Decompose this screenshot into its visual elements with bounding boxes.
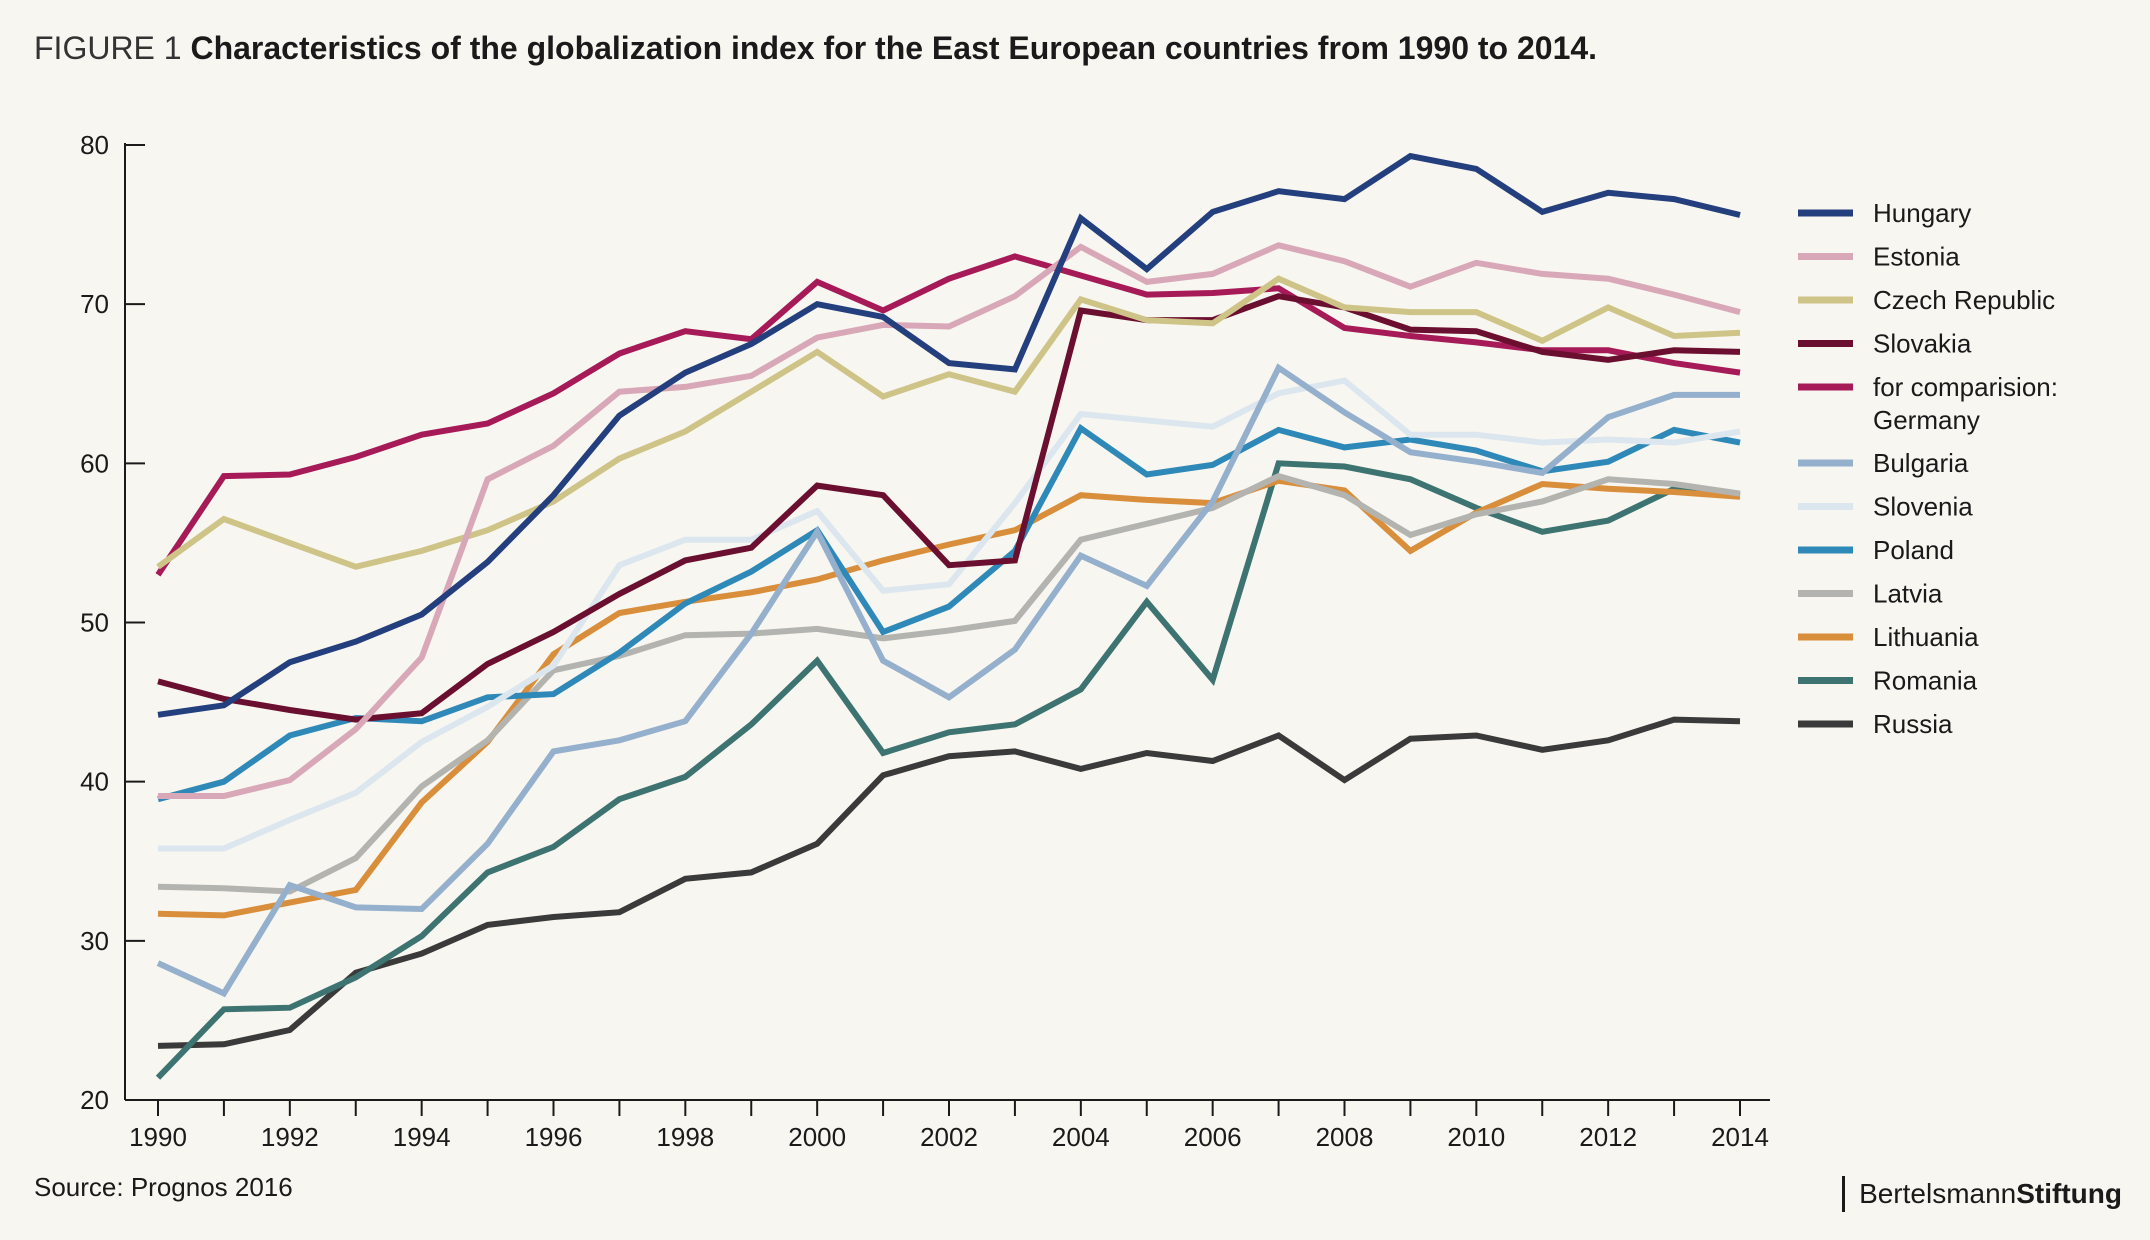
brand-part-1: Bertelsmann (1859, 1178, 2017, 1209)
legend-label-latvia: Latvia (1873, 579, 1943, 609)
series-lines (155, 152, 1741, 1080)
x-tick-label-2010: 2010 (1447, 1122, 1505, 1152)
legend-label-romania: Romania (1873, 666, 1978, 696)
x-tick-label-2004: 2004 (1052, 1122, 1110, 1152)
y-tick-label-80: 80 (80, 130, 109, 160)
x-tick-label-2006: 2006 (1184, 1122, 1242, 1152)
legend-label-slovakia: Slovakia (1873, 329, 1972, 359)
x-tick-label-2000: 2000 (788, 1122, 846, 1152)
series-line-for-comparision-germany (155, 253, 1741, 577)
series-line-czech-republic (156, 275, 1741, 570)
brand-logo: BertelsmannStiftung (1842, 1176, 2122, 1212)
title-text: Characteristics of the globalization ind… (190, 30, 1598, 66)
series-line-romania (155, 460, 1741, 1080)
legend-label-bulgaria: Bulgaria (1873, 448, 1969, 478)
series-line-hungary (157, 152, 1741, 718)
series-line-russia (157, 716, 1741, 1049)
x-tick-label-2014: 2014 (1711, 1122, 1769, 1152)
x-tick-label-1994: 1994 (393, 1122, 451, 1152)
x-tick-label-1990: 1990 (129, 1122, 187, 1152)
series-line-estonia (158, 242, 1741, 799)
series-line-bulgaria (156, 363, 1740, 998)
legend-label-for-comparision-germany-2: Germany (1873, 405, 1980, 435)
legend-label-lithuania: Lithuania (1873, 622, 1979, 652)
legend-label-russia: Russia (1873, 709, 1953, 739)
x-tick-label-1996: 1996 (525, 1122, 583, 1152)
y-tick-label-50: 50 (80, 608, 109, 638)
y-tick-label-60: 60 (80, 448, 109, 478)
y-tick-label-70: 70 (80, 289, 109, 319)
x-tick-label-1992: 1992 (261, 1122, 319, 1152)
axes: 20 30 40 50 60 70 80 1990 1992 1994 1996 1998 2000 20… (80, 130, 1770, 1152)
x-tick-label-2008: 2008 (1316, 1122, 1374, 1152)
chart-title: FIGURE 1 Characteristics of the globaliz… (34, 28, 1597, 68)
brand-part-2: Stiftung (2016, 1178, 2122, 1209)
x-tick-label-2012: 2012 (1579, 1122, 1637, 1152)
figure-label: FIGURE 1 (34, 30, 182, 66)
series-line-latvia (157, 472, 1741, 895)
legend: Hungary Estonia Czech Republic Slovakia for … (1798, 198, 2058, 739)
y-tick-label-30: 30 (80, 926, 109, 956)
source-note: Source: Prognos 2016 (34, 1172, 293, 1202)
legend-label-hungary: Hungary (1873, 198, 1971, 228)
series-line-poland (157, 423, 1741, 803)
legend-label-estonia: Estonia (1873, 242, 1960, 272)
legend-label-slovenia: Slovenia (1873, 492, 1973, 522)
y-tick-label-40: 40 (80, 767, 109, 797)
legend-label-czech-republic: Czech Republic (1873, 285, 2055, 315)
series-line-slovakia (157, 293, 1741, 723)
x-tick-label-2002: 2002 (920, 1122, 978, 1152)
legend-label-poland: Poland (1873, 535, 1954, 565)
x-tick-label-1998: 1998 (656, 1122, 714, 1152)
series-line-slovenia (158, 377, 1741, 852)
y-tick-label-20: 20 (80, 1085, 109, 1115)
legend-label-for-comparision-germany-1: for comparision: (1873, 372, 2058, 402)
